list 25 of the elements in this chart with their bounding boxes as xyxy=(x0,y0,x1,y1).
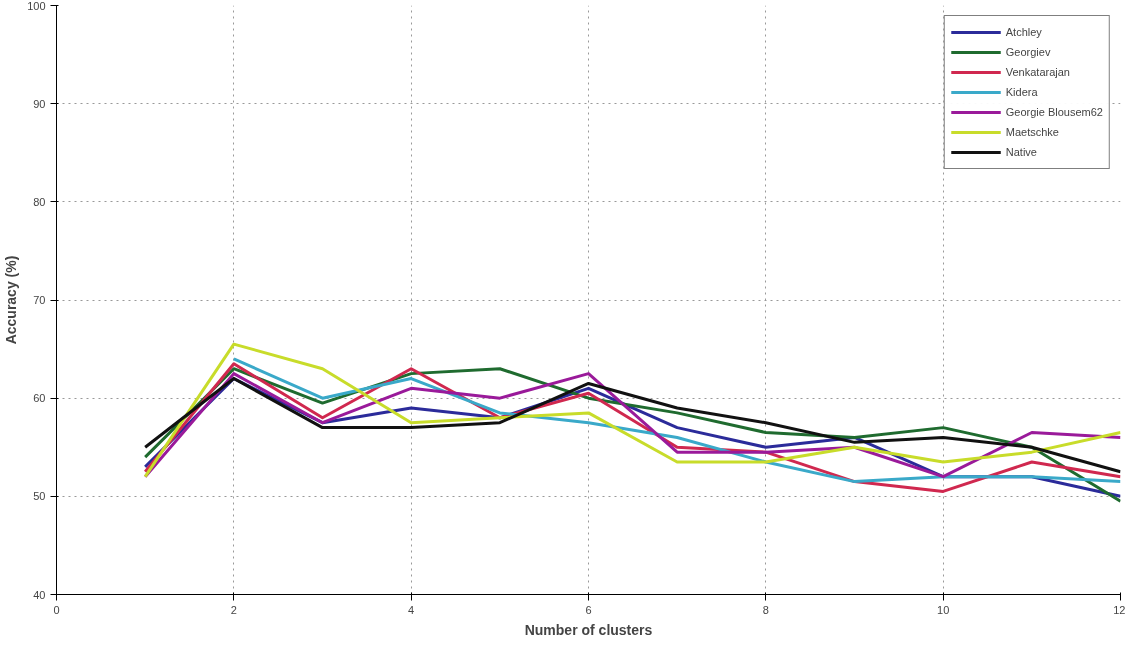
y-tick-label: 50 xyxy=(33,490,46,503)
line-series xyxy=(232,357,1121,484)
y-tick-label: 80 xyxy=(33,195,46,208)
legend-label: Kidera xyxy=(1005,86,1038,98)
x-tick-label: 0 xyxy=(53,603,60,616)
x-tick-label: 6 xyxy=(585,603,592,616)
y-tick-label: 90 xyxy=(33,97,46,110)
legend-label: Atchley xyxy=(1005,26,1042,38)
legend-label: Maetschke xyxy=(1005,126,1059,138)
x-tick-label: 8 xyxy=(762,603,769,616)
x-tick-label: 2 xyxy=(230,603,237,616)
y-tick-label: 70 xyxy=(33,294,46,306)
y-tick-label: 40 xyxy=(33,588,46,601)
x-tick-label: 4 xyxy=(408,603,415,616)
y-axis-title: Accuracy (%) xyxy=(3,255,20,345)
line-series xyxy=(143,342,1121,479)
x-axis-title: Number of clusters xyxy=(524,621,653,638)
legend-label: Native xyxy=(1005,146,1037,158)
x-tick-label: 12 xyxy=(1113,603,1126,616)
legend-label: Venkatarajan xyxy=(1005,66,1070,78)
y-tick-label: 60 xyxy=(33,392,46,405)
y-tick-label: 100 xyxy=(27,0,46,12)
legend-label: Georgiev xyxy=(1005,46,1051,58)
x-tick-label: 10 xyxy=(937,603,950,616)
legend-label: Georgie Blousem62 xyxy=(1005,106,1103,118)
